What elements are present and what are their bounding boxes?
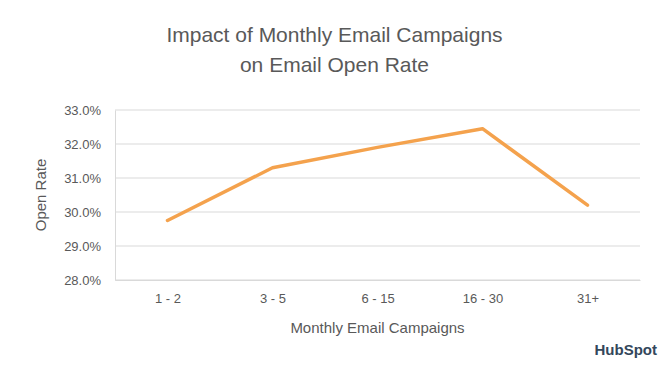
x-axis: 1 - 2 3 - 5 6 - 15 16 - 30 31+ [116,280,641,306]
grid-line [115,178,640,179]
x-tick-label: 1 - 2 [155,291,181,306]
x-tick-label: 6 - 15 [361,291,394,306]
x-tick: 3 - 5 [260,280,286,306]
x-tick: 16 - 30 [463,280,503,306]
x-tick: 31+ [577,280,599,306]
y-tick: 33.0% [64,103,115,118]
grid-line [115,212,640,213]
x-tick-label: 3 - 5 [260,291,286,306]
y-tick: 31.0% [64,171,115,186]
y-tick-label: 29.0% [64,239,101,254]
x-tick: 1 - 2 [155,280,181,306]
y-axis-title: Open Rate [32,159,49,232]
x-tick-label: 16 - 30 [463,291,503,306]
grid [115,110,640,280]
x-tick-label: 31+ [577,291,599,306]
source: HubSpot [595,341,657,358]
grid-line [115,246,640,247]
title: Impact of Monthly Email Campaigns on Emai… [166,23,502,76]
y-axis-line [115,111,116,281]
plot-area [168,129,588,221]
title-line: on Email Open Rate [240,53,429,76]
chart: Impact of Monthly Email Campaigns on Emai… [0,0,669,367]
y-tick-label: 33.0% [64,103,101,118]
grid-line [115,110,640,111]
x-axis-title: Monthly Email Campaigns [290,319,464,336]
y-tick: 29.0% [64,239,115,254]
y-tick-label: 31.0% [64,171,101,186]
y-tick: 30.0% [64,205,115,220]
title-line: Impact of Monthly Email Campaigns [166,23,502,46]
y-tick-label: 30.0% [64,205,101,220]
grid-line [115,280,640,281]
y-tick: 28.0% [64,273,115,288]
y-tick-label: 28.0% [64,273,101,288]
y-axis: 28.0% 29.0% 30.0% 31.0% 32.0% 33.0% [64,103,115,288]
y-tick-label: 32.0% [64,137,101,152]
x-tick: 6 - 15 [361,280,394,306]
y-tick: 32.0% [64,137,115,152]
x-axis-line [116,280,641,281]
grid-line [115,144,640,145]
line [168,129,588,221]
